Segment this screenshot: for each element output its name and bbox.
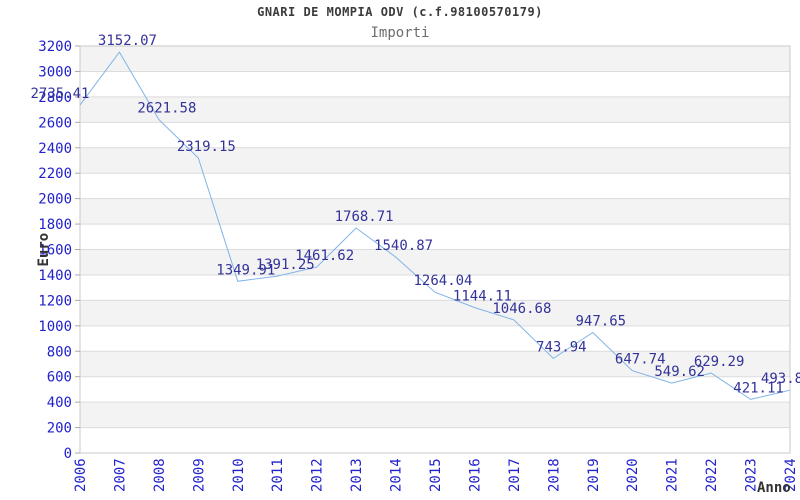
data-point-label: 1540.87 [374,238,433,254]
y-tick-label: 200 [47,421,72,437]
data-point-label: 549.62 [654,364,705,380]
x-tick-label: 2020 [625,458,641,492]
plot-area-band [80,274,790,301]
plot-area-band [80,173,790,199]
x-tick-label: 2018 [546,458,562,492]
x-tick-label: 2023 [744,458,760,492]
data-point-label: 1046.68 [492,301,551,317]
data-point-label: 421.11 [733,380,784,396]
y-axis-title: Euro [36,233,52,267]
plot-area-band [80,96,790,123]
x-axis-title: Anno [757,480,791,496]
x-tick-label: 2021 [665,458,681,492]
plot-area-band [80,325,790,352]
y-tick-label: 2400 [38,141,72,157]
x-tick-label: 2015 [428,458,444,492]
plot-area-band [80,402,790,428]
y-tick-label: 2800 [38,90,72,106]
y-tick-label: 1000 [38,319,72,335]
x-tick-label: 2012 [310,458,326,492]
plot-area-band [80,427,790,453]
plot-area-band [80,351,790,377]
data-point-label: 1144.11 [453,288,512,304]
y-tick-label: 2000 [38,192,72,208]
data-point-label: 1461.62 [295,248,354,264]
x-tick-label: 2016 [467,458,483,492]
x-tick-label: 2011 [270,458,286,492]
data-line [79,51,791,400]
plot-area-band [80,71,790,97]
data-point-label: 647.74 [615,352,666,368]
y-tick-label: 1600 [38,243,72,259]
data-point-label: 2735.41 [30,86,89,102]
x-tick-label: 2007 [112,458,128,492]
y-tick-label: 600 [47,370,72,386]
data-point-label: 743.94 [536,339,587,355]
data-point-label: 1264.04 [413,273,472,289]
y-tick-label: 2600 [38,115,72,131]
data-point-label: 2621.58 [137,101,196,117]
y-tick-label: 1200 [38,293,72,309]
data-point-label: 1768.71 [335,209,394,225]
data-point-label: 2319.15 [177,139,236,155]
plot-area-band [80,46,790,72]
x-tick-label: 2006 [73,458,89,492]
plot-area-band [80,147,790,174]
plot-area-band [80,224,790,250]
x-tick-label: 2014 [389,458,405,492]
x-tick-label: 2019 [586,458,602,492]
plot-area-band [80,376,790,403]
plot-area-band [80,249,790,275]
y-tick-label: 1400 [38,268,72,284]
x-tick-label: 2022 [704,458,720,492]
x-tick-label: 2010 [231,458,247,492]
x-tick-label: 2013 [349,458,365,492]
data-point-label: 1349.91 [216,262,275,278]
chart-subtitle: Importi [370,25,430,41]
data-point-label: 947.65 [575,313,626,329]
plot-area-band [80,198,790,225]
x-tick-label: 2009 [191,458,207,492]
plot-area-band [80,122,790,148]
x-tick-label: 2008 [152,458,168,492]
chart-title: GNARI DE MOMPIA ODV (c.f.98100570179) [257,5,543,19]
y-tick-label: 3200 [38,39,72,55]
y-tick-label: 400 [47,395,72,411]
y-tick-label: 0 [64,446,72,462]
plot-area-band [80,300,790,326]
data-point-label: 629.29 [694,354,745,370]
y-tick-label: 3000 [38,64,72,80]
x-tick-label: 2024 [783,458,799,492]
data-point-label: 1391.25 [256,257,315,273]
y-tick-label: 1800 [38,217,72,233]
y-tick-label: 2200 [38,166,72,182]
data-point-label: 493.8 [761,371,800,387]
data-point-label: 3152.07 [98,33,157,49]
x-tick-label: 2017 [507,458,523,492]
y-tick-label: 800 [47,344,72,360]
